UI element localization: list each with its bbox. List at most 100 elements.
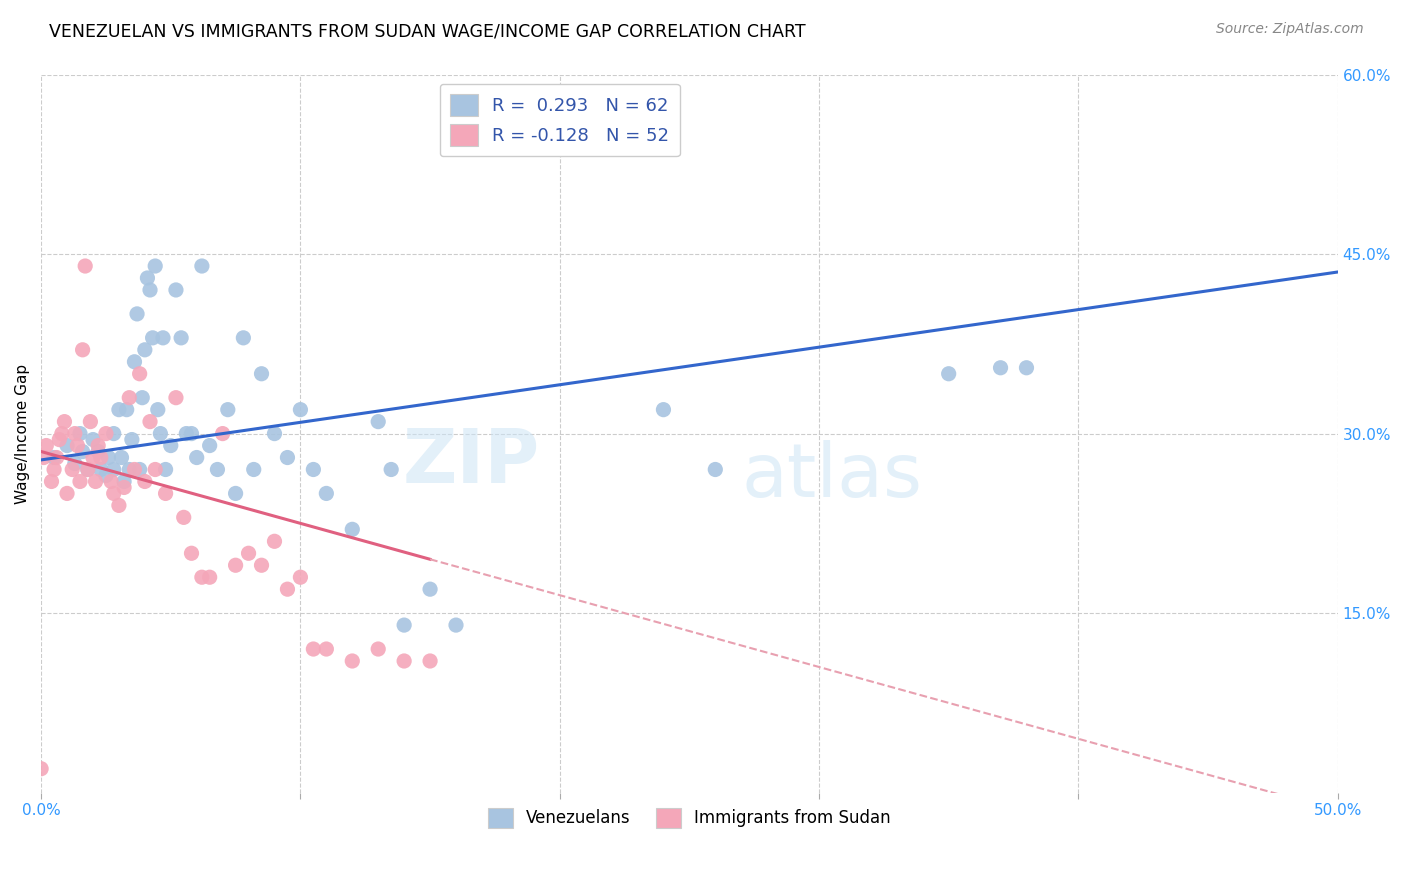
Point — [56, 439, 79, 453]
Point — [87, 444, 110, 458]
Point — [124, 355, 146, 369]
Point — [125, 307, 148, 321]
Point — [180, 426, 202, 441]
Point — [72, 444, 94, 458]
Point — [103, 462, 125, 476]
Point — [82, 433, 104, 447]
Point — [82, 450, 104, 465]
Point — [90, 462, 112, 476]
Point — [42, 462, 65, 476]
Point — [173, 510, 195, 524]
Point — [191, 570, 214, 584]
Point — [139, 283, 162, 297]
Point — [225, 486, 247, 500]
Point — [48, 433, 70, 447]
Point — [165, 391, 187, 405]
Point — [990, 360, 1012, 375]
Text: VENEZUELAN VS IMMIGRANTS FROM SUDAN WAGE/INCOME GAP CORRELATION CHART: VENEZUELAN VS IMMIGRANTS FROM SUDAN WAGE… — [49, 22, 806, 40]
Point — [30, 762, 52, 776]
Point — [146, 402, 169, 417]
Point — [290, 570, 312, 584]
Point — [100, 475, 122, 489]
Point — [152, 331, 174, 345]
Point — [76, 462, 98, 476]
Text: Source: ZipAtlas.com: Source: ZipAtlas.com — [1216, 22, 1364, 37]
Point — [63, 457, 86, 471]
Point — [315, 486, 337, 500]
Point — [217, 402, 239, 417]
Point — [263, 534, 285, 549]
Point — [263, 426, 285, 441]
Point — [136, 271, 159, 285]
Point — [159, 439, 181, 453]
Point — [45, 450, 67, 465]
Point — [342, 522, 364, 536]
Point — [149, 426, 172, 441]
Point — [41, 475, 63, 489]
Point — [60, 462, 83, 476]
Point — [108, 402, 131, 417]
Point — [367, 642, 389, 657]
Point — [198, 439, 221, 453]
Point — [94, 468, 117, 483]
Point — [176, 426, 198, 441]
Point — [90, 450, 112, 465]
Point — [207, 462, 229, 476]
Point — [134, 343, 156, 357]
Point — [342, 654, 364, 668]
Point — [69, 475, 91, 489]
Point — [87, 439, 110, 453]
Point — [75, 259, 97, 273]
Point — [118, 462, 141, 476]
Point — [170, 331, 193, 345]
Point — [419, 654, 441, 668]
Point — [121, 433, 143, 447]
Point — [76, 462, 98, 476]
Point — [225, 558, 247, 573]
Point — [315, 642, 337, 657]
Point — [103, 486, 125, 500]
Point — [51, 426, 73, 441]
Point — [155, 462, 177, 476]
Text: ZIP: ZIP — [404, 425, 540, 499]
Point — [211, 426, 233, 441]
Point — [79, 415, 101, 429]
Point — [124, 462, 146, 476]
Point — [112, 475, 135, 489]
Point — [250, 558, 273, 573]
Point — [186, 450, 208, 465]
Point — [276, 450, 298, 465]
Point — [143, 259, 166, 273]
Point — [115, 402, 138, 417]
Point — [392, 618, 415, 632]
Point — [155, 486, 177, 500]
Point — [392, 654, 415, 668]
Point — [139, 415, 162, 429]
Point — [97, 450, 120, 465]
Point — [165, 283, 187, 297]
Point — [444, 618, 467, 632]
Point — [84, 475, 107, 489]
Point — [118, 391, 141, 405]
Point — [276, 582, 298, 597]
Point — [56, 486, 79, 500]
Point — [94, 426, 117, 441]
Point — [232, 331, 254, 345]
Point — [704, 462, 727, 476]
Text: atlas: atlas — [741, 440, 922, 513]
Point — [938, 367, 960, 381]
Point — [131, 391, 153, 405]
Point — [103, 426, 125, 441]
Point — [128, 367, 150, 381]
Point — [191, 259, 214, 273]
Point — [72, 343, 94, 357]
Point — [42, 450, 65, 465]
Point — [69, 426, 91, 441]
Point — [35, 439, 58, 453]
Point — [108, 499, 131, 513]
Point — [180, 546, 202, 560]
Point — [32, 450, 55, 465]
Point — [419, 582, 441, 597]
Point — [290, 402, 312, 417]
Point — [143, 462, 166, 476]
